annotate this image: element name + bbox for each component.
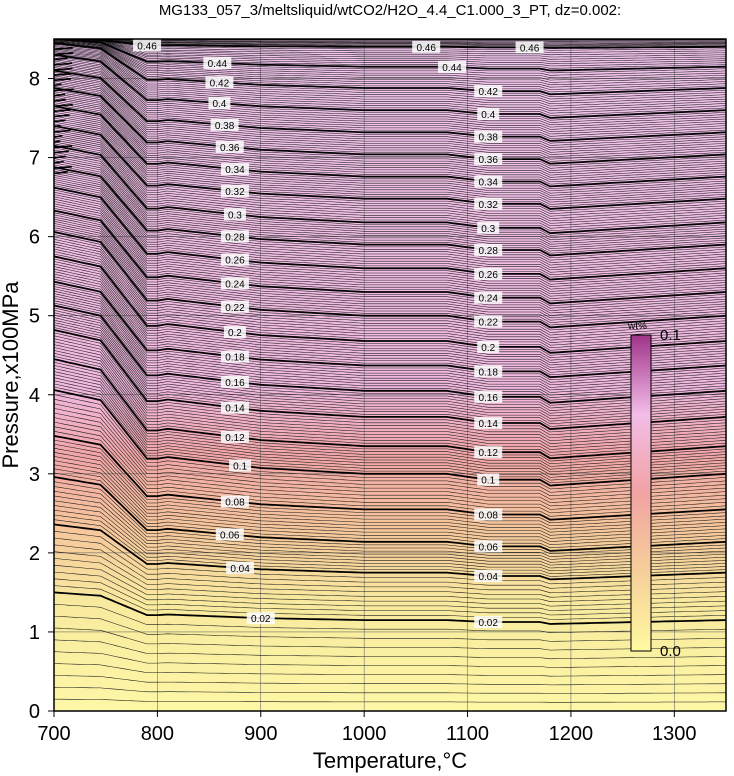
contour-label: 0.2 <box>228 328 242 339</box>
contour-label: 0.18 <box>225 353 245 364</box>
contour-label: 0.3 <box>481 224 495 235</box>
contour-label: 0.28 <box>478 246 498 257</box>
x-tick-label: 1000 <box>342 723 387 745</box>
contour-label: 0.4 <box>481 110 495 121</box>
y-axis-label: Pressure,x100MPa <box>0 281 23 469</box>
contour-label: 0.08 <box>478 511 498 522</box>
contour-label: 0.4 <box>212 99 226 110</box>
contour-label: 0.24 <box>478 294 498 305</box>
x-tick-label: 700 <box>37 723 70 745</box>
contour-label: 0.18 <box>478 367 498 378</box>
contour-label: 0.34 <box>478 177 498 188</box>
contour-label: 0.3 <box>228 210 242 221</box>
contour-label: 0.46 <box>416 43 436 54</box>
y-tick-label: 7 <box>29 148 40 170</box>
contour-label: 0.36 <box>220 143 240 154</box>
x-tick-label: 1300 <box>652 723 697 745</box>
contour-label: 0.28 <box>225 232 245 243</box>
y-tick-label: 0 <box>29 701 40 723</box>
colorbar-fill <box>631 335 651 651</box>
colorbar-min-label: 0.0 <box>660 643 681 660</box>
x-tick-label: 800 <box>141 723 174 745</box>
x-tick-label: 900 <box>244 723 277 745</box>
contour-label: 0.1 <box>233 462 247 473</box>
contour-label: 0.44 <box>208 59 228 70</box>
contour-label: 0.04 <box>230 564 250 575</box>
contour-label: 0.16 <box>225 378 245 389</box>
contour-label: 0.32 <box>478 200 498 211</box>
contour-label: 0.2 <box>481 343 495 354</box>
y-tick-label: 3 <box>29 464 40 486</box>
contour-label: 0.14 <box>478 419 498 430</box>
contour-label: 0.16 <box>478 393 498 404</box>
contour-label: 0.02 <box>478 618 498 629</box>
colorbar-max-label: 0.1 <box>660 327 681 344</box>
chart-title: MG133_057_3/meltsliquid/wtCO2/H2O_4.4_C1… <box>159 2 621 19</box>
contour-label: 0.44 <box>442 63 462 74</box>
contour-label: 0.26 <box>478 270 498 281</box>
contour-label: 0.24 <box>225 279 245 290</box>
y-tick-label: 8 <box>29 69 40 91</box>
contour-label: 0.22 <box>225 303 245 314</box>
contour-label: 0.04 <box>478 572 498 583</box>
x-axis-label: Temperature,°C <box>313 748 467 773</box>
contour-label: 0.32 <box>225 187 245 198</box>
y-tick-label: 4 <box>29 385 40 407</box>
contour-label: 0.26 <box>225 256 245 267</box>
contour-label: 0.46 <box>137 41 157 52</box>
y-tick-label: 6 <box>29 227 40 249</box>
contour-label: 0.22 <box>478 318 498 329</box>
contour-label: 0.12 <box>225 433 245 444</box>
y-tick-label: 5 <box>29 306 40 328</box>
contour-label: 0.06 <box>220 530 240 541</box>
contour-label: 0.36 <box>478 155 498 166</box>
contour-label: 0.14 <box>225 404 245 415</box>
contour-label: 0.1 <box>481 476 495 487</box>
contour-label: 0.12 <box>478 448 498 459</box>
contour-label: 0.38 <box>478 133 498 144</box>
colorbar-unit: wt% <box>627 321 647 332</box>
contour-label: 0.42 <box>478 87 498 98</box>
x-tick-label: 1200 <box>549 723 594 745</box>
contour-label: 0.08 <box>225 498 245 509</box>
y-tick-label: 1 <box>29 622 40 644</box>
contour-label: 0.02 <box>251 614 271 625</box>
y-tick-label: 2 <box>29 543 40 565</box>
contour-label: 0.34 <box>225 165 245 176</box>
contour-label: 0.46 <box>520 43 540 54</box>
contour-label: 0.38 <box>215 121 235 132</box>
contour-label: 0.06 <box>478 542 498 553</box>
contour-label: 0.42 <box>210 78 230 89</box>
x-tick-label: 1100 <box>446 723 489 745</box>
